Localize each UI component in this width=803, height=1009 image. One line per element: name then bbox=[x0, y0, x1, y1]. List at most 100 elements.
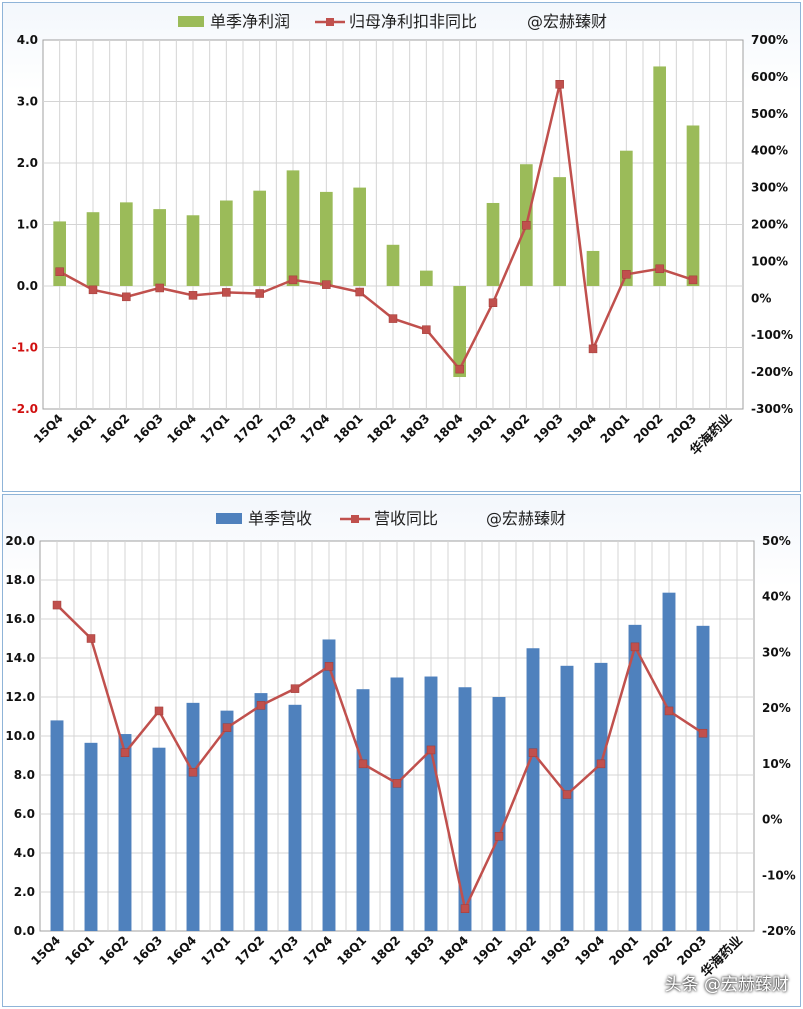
profit-chart: -2.0 -1.0 0.0 1.0 2.0 3.0 4.0 -300% -200% -100% 0%… bbox=[12, 12, 793, 459]
bar-series bbox=[53, 66, 700, 378]
line-marker bbox=[154, 706, 164, 716]
right-axis-tick-label: 700% bbox=[751, 33, 788, 47]
line-marker bbox=[290, 684, 300, 693]
category-label: 18Q4 bbox=[436, 933, 471, 968]
bar bbox=[86, 212, 100, 286]
line-marker bbox=[358, 759, 368, 769]
bar bbox=[288, 704, 302, 931]
line-marker bbox=[288, 275, 298, 285]
right-axis-tick-label: 600% bbox=[751, 70, 788, 84]
line-path bbox=[59, 83, 694, 372]
revenue-chart: 0.0 2.0 4.0 6.0 8.0 10.0 12.0 14.0 16.0 18.0 20.0 -… bbox=[5, 509, 796, 981]
bar bbox=[320, 191, 333, 286]
category-label: 17Q1 bbox=[198, 411, 233, 446]
line-marker bbox=[222, 288, 231, 297]
left-axis-tick-label: -2.0 bbox=[12, 402, 38, 416]
bar bbox=[553, 177, 566, 286]
line-marker bbox=[562, 790, 572, 799]
legend-swatch-bar bbox=[178, 16, 204, 27]
bar bbox=[353, 187, 366, 286]
category-label: 20Q3 bbox=[674, 933, 709, 968]
line-marker bbox=[460, 904, 470, 913]
category-label: 18Q4 bbox=[431, 411, 466, 446]
bar bbox=[220, 200, 233, 286]
right-axis-tick-label: 0% bbox=[762, 813, 782, 827]
line-marker bbox=[355, 287, 364, 297]
right-axis-tick-label: -10% bbox=[762, 868, 796, 882]
left-axis-tick-label: 16.0 bbox=[5, 612, 35, 626]
line-marker bbox=[688, 275, 698, 285]
category-label: 19Q1 bbox=[470, 933, 505, 968]
category-label: 18Q3 bbox=[398, 411, 433, 446]
line-marker bbox=[222, 723, 232, 732]
category-label: 20Q1 bbox=[606, 933, 641, 968]
legend-swatch-marker bbox=[351, 515, 359, 523]
category-labels: 15Q416Q116Q216Q316Q417Q117Q217Q317Q418Q1… bbox=[31, 411, 735, 459]
left-axis-tick-label: 0.0 bbox=[17, 279, 38, 293]
right-axis-tick-label: 0% bbox=[751, 291, 771, 305]
bar bbox=[53, 221, 66, 286]
left-axis-tick-label: 12.0 bbox=[5, 690, 35, 704]
bar bbox=[322, 639, 336, 931]
category-label: 19Q2 bbox=[498, 411, 533, 446]
right-axis-tick-label: 200% bbox=[751, 218, 788, 232]
bar bbox=[386, 244, 400, 286]
bar bbox=[696, 625, 710, 931]
line-marker bbox=[426, 745, 436, 755]
left-axis-tick-label: 3.0 bbox=[17, 95, 38, 109]
line-marker bbox=[188, 291, 198, 300]
bar bbox=[458, 687, 472, 931]
bar bbox=[390, 677, 404, 931]
bar bbox=[620, 150, 633, 286]
right-axis-tick-label: 30% bbox=[762, 645, 791, 659]
right-axis-tick-label: 10% bbox=[762, 757, 791, 771]
left-axis-ticks: 0.0 2.0 4.0 6.0 8.0 10.0 12.0 14.0 16.0 18.0 20.0 bbox=[5, 534, 35, 938]
bar bbox=[420, 270, 433, 286]
line-marker bbox=[122, 292, 131, 302]
bar bbox=[653, 66, 666, 286]
bar bbox=[453, 286, 466, 378]
line-marker bbox=[488, 298, 498, 307]
category-label: 17Q4 bbox=[300, 933, 335, 968]
category-label: 16Q3 bbox=[131, 411, 166, 446]
line-marker bbox=[455, 364, 464, 374]
left-axis-tick-label: 1.0 bbox=[17, 218, 38, 232]
category-label: 15Q4 bbox=[28, 933, 63, 968]
left-axis-tick-label: 18.0 bbox=[5, 573, 35, 587]
category-label: 20Q2 bbox=[640, 933, 675, 968]
line-marker bbox=[188, 767, 198, 777]
line-marker bbox=[528, 748, 538, 757]
left-axis-tick-label: 2.0 bbox=[17, 156, 38, 170]
left-axis-tick-label: 14.0 bbox=[5, 651, 35, 665]
category-label: 19Q4 bbox=[564, 411, 599, 446]
bar bbox=[356, 689, 370, 931]
line-marker bbox=[324, 662, 334, 671]
category-label: 16Q2 bbox=[96, 933, 131, 968]
line-marker bbox=[630, 642, 640, 652]
line-marker bbox=[120, 748, 130, 757]
right-axis-tick-label: 20% bbox=[762, 701, 791, 715]
category-label: 15Q4 bbox=[31, 411, 66, 446]
bar bbox=[526, 648, 540, 931]
left-axis-tick-label: 4.0 bbox=[14, 846, 35, 860]
category-label: 19Q2 bbox=[504, 933, 539, 968]
bar bbox=[153, 209, 166, 286]
bar bbox=[586, 250, 600, 286]
category-label: 18Q2 bbox=[368, 933, 403, 968]
profit-chart-panel: -2.0 -1.0 0.0 1.0 2.0 3.0 4.0 -300% -200% -100% 0%… bbox=[2, 2, 801, 492]
category-label: 18Q1 bbox=[331, 411, 366, 446]
line-marker bbox=[255, 289, 264, 298]
legend-label-line: 营收同比 bbox=[374, 509, 438, 528]
line-marker bbox=[588, 344, 598, 354]
right-axis-tick-label: 300% bbox=[751, 181, 788, 195]
line-marker bbox=[256, 701, 266, 710]
right-axis-tick-label: -20% bbox=[762, 924, 796, 938]
category-label: 16Q4 bbox=[164, 411, 199, 446]
bar bbox=[220, 710, 234, 931]
legend: 单季营收 营收同比 @宏赫臻财 bbox=[216, 509, 566, 528]
line-marker bbox=[522, 220, 531, 230]
category-label: 16Q1 bbox=[64, 411, 99, 446]
right-axis-tick-label: 50% bbox=[762, 534, 791, 548]
line-marker bbox=[664, 706, 674, 716]
